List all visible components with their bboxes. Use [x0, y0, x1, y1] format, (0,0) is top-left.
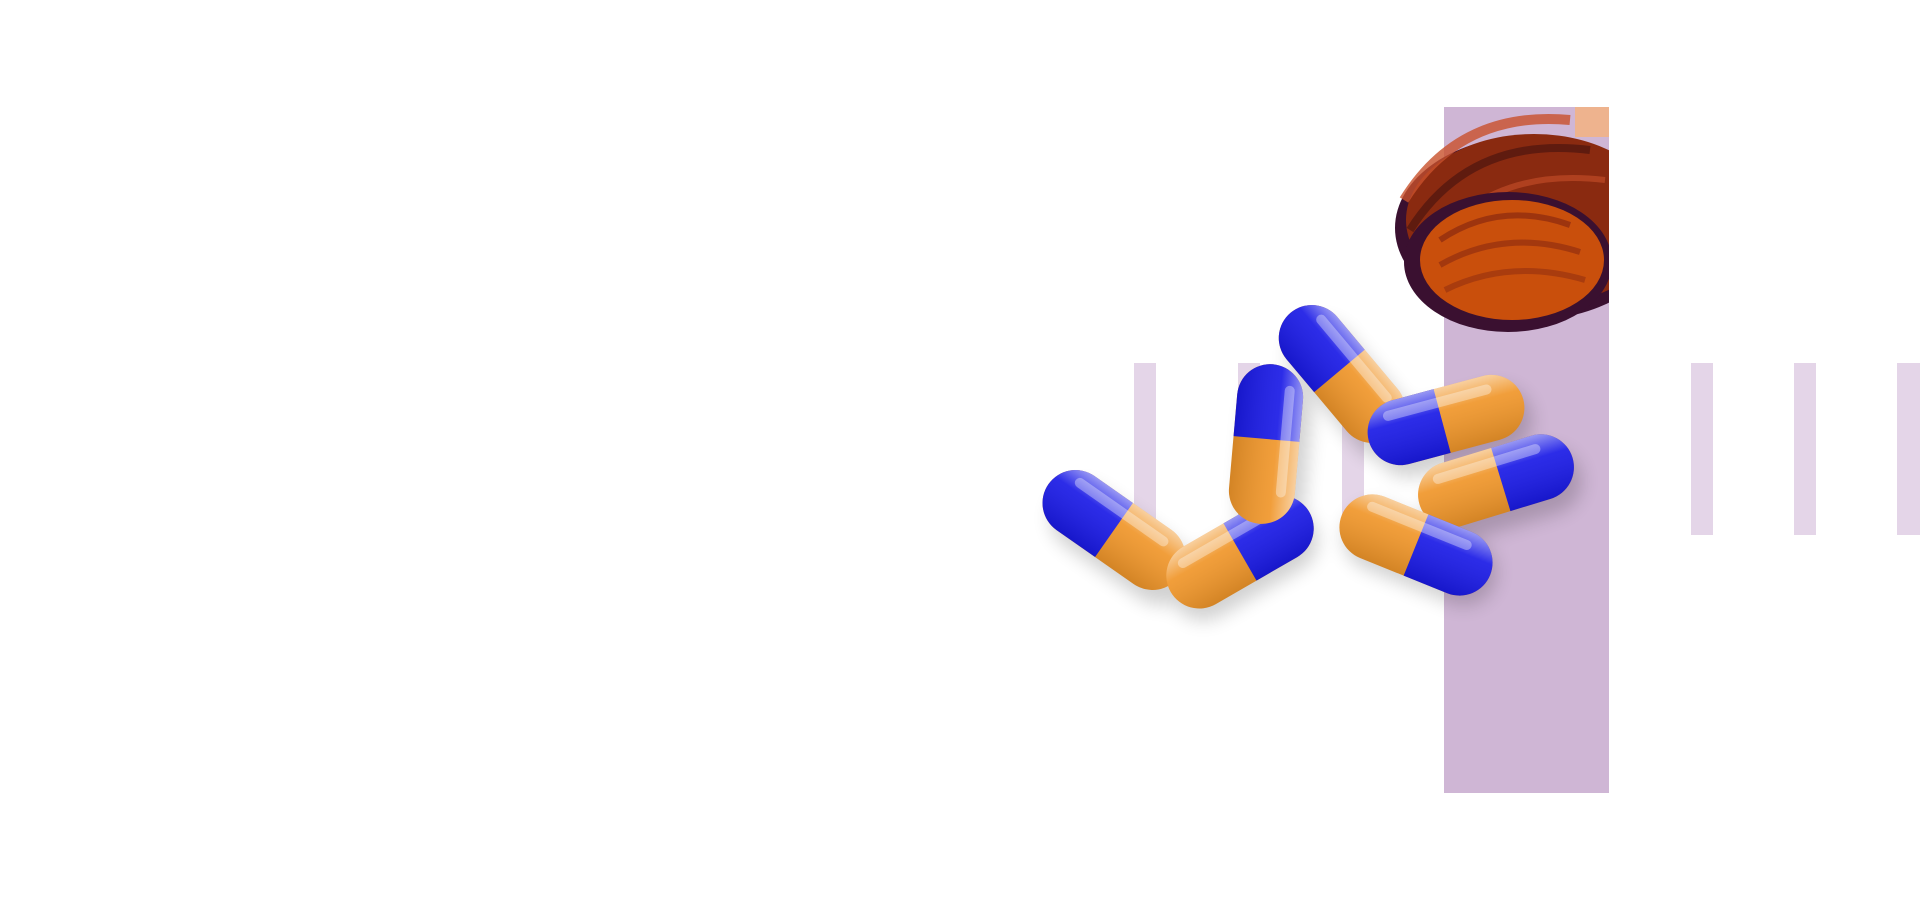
capsule-icon: [1228, 364, 1304, 524]
pill-bottle-icon: [1395, 107, 1609, 332]
capsule-icon: [1418, 434, 1574, 528]
decorative-stripe: [1794, 363, 1816, 535]
capsule-icon: [1166, 495, 1314, 609]
capsule-icon: [1367, 374, 1525, 466]
decorative-stripe: [1134, 363, 1156, 535]
decorative-stripe: [1691, 363, 1713, 535]
capsule-icon: [1278, 304, 1406, 444]
capsule-icon: [1042, 470, 1186, 590]
decorative-stripe: [1897, 363, 1920, 535]
capsule-icon: [1339, 494, 1493, 596]
